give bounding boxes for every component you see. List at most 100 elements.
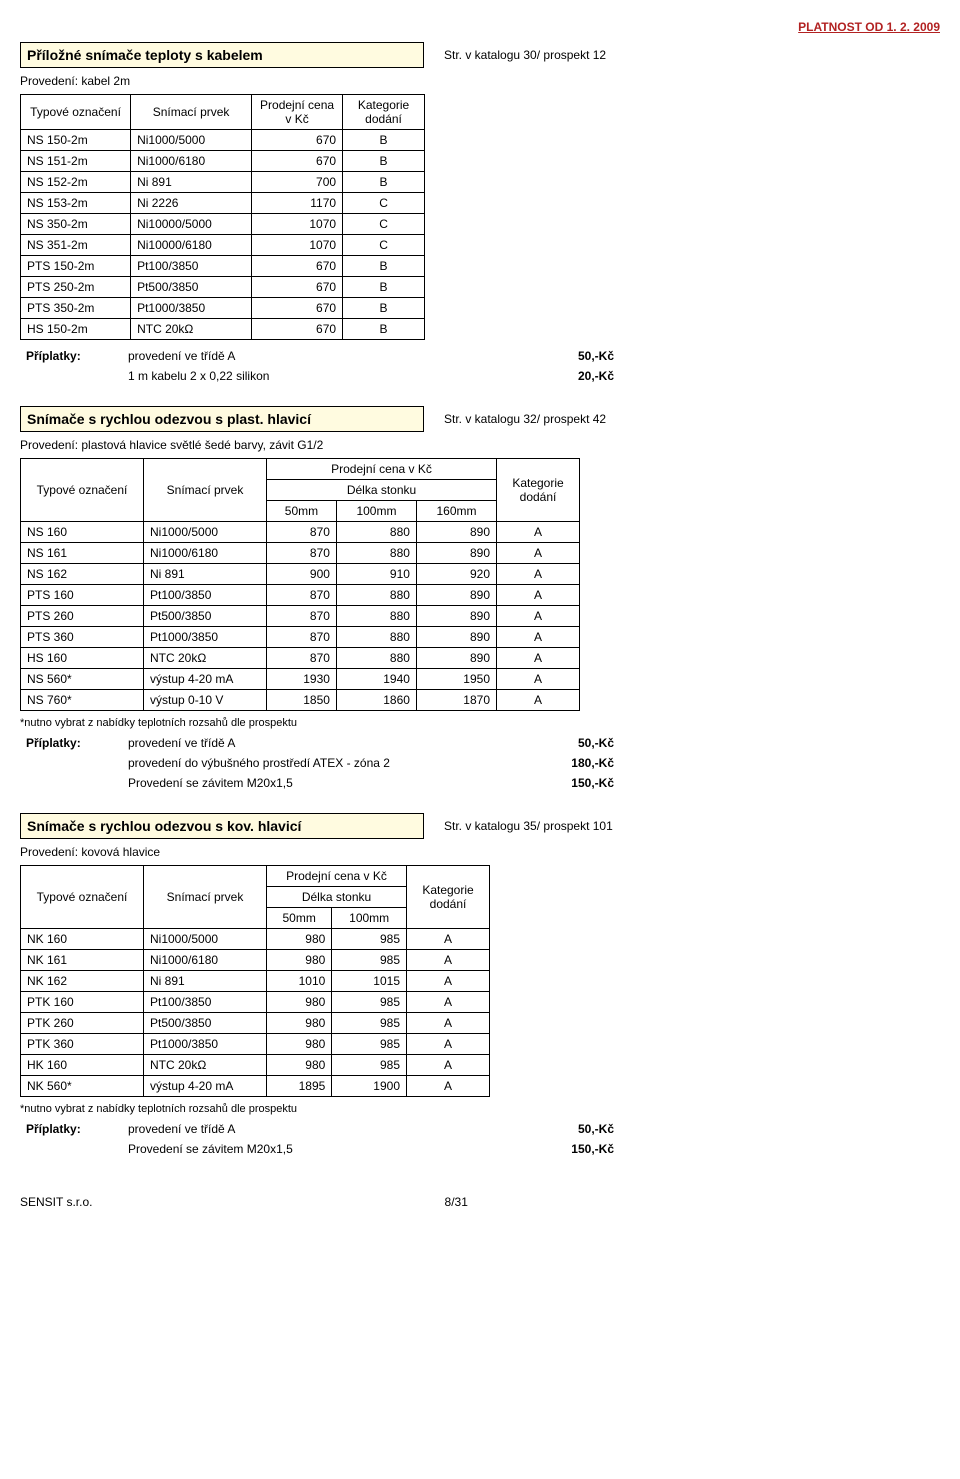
cell: NS 351-2m — [21, 235, 131, 256]
cell: Pt1000/3850 — [144, 627, 267, 648]
cell: Ni1000/5000 — [131, 130, 252, 151]
table-row: HK 160 NTC 20kΩ 980 985 A — [21, 1055, 490, 1076]
surcharge-text: provedení ve třídě A — [122, 733, 484, 753]
surcharge-price: 150,-Kč — [484, 1139, 620, 1159]
table-row: NS 161 Ni1000/6180 870 880 890 A — [21, 543, 580, 564]
cell: 880 — [336, 606, 416, 627]
cell: PTS 150-2m — [21, 256, 131, 277]
cell: A — [497, 522, 580, 543]
cell: NS 162 — [21, 564, 144, 585]
cell: NS 151-2m — [21, 151, 131, 172]
cell: NTC 20kΩ — [131, 319, 252, 340]
cell: 1070 — [252, 214, 343, 235]
cell: PTK 160 — [21, 992, 144, 1013]
section3-catalog-ref: Str. v katalogu 35/ prospekt 101 — [444, 819, 613, 833]
section1-subtitle: Provedení: kabel 2m — [20, 74, 620, 88]
section2-catalog-ref: Str. v katalogu 32/ prospekt 42 — [444, 412, 606, 426]
section3-title: Snímače s rychlou odezvou s kov. hlavicí — [20, 813, 424, 839]
cell: 670 — [252, 298, 343, 319]
cell: Ni10000/5000 — [131, 214, 252, 235]
cell: A — [497, 543, 580, 564]
cell: 890 — [416, 585, 496, 606]
cell: výstup 0-10 V — [144, 690, 267, 711]
cell: Ni10000/6180 — [131, 235, 252, 256]
cell: Ni1000/6180 — [144, 950, 267, 971]
s3-c100: 100mm — [332, 908, 407, 929]
table-row: NK 560* výstup 4-20 mA 1895 1900 A — [21, 1076, 490, 1097]
table-row: HS 150-2m NTC 20kΩ 670 B — [21, 319, 425, 340]
cell: A — [407, 1034, 490, 1055]
cell: 900 — [267, 564, 337, 585]
surcharge-price: 180,-Kč — [484, 753, 620, 773]
cell: Ni1000/6180 — [131, 151, 252, 172]
cell: 670 — [252, 130, 343, 151]
cell: NS 150-2m — [21, 130, 131, 151]
surcharge-row: provedení do výbušného prostředí ATEX - … — [20, 753, 620, 773]
cell: 985 — [332, 929, 407, 950]
cell: 910 — [336, 564, 416, 585]
table-row: PTK 160 Pt100/3850 980 985 A — [21, 992, 490, 1013]
cell: 1015 — [332, 971, 407, 992]
cell: Ni1000/5000 — [144, 929, 267, 950]
cell: B — [343, 319, 425, 340]
cell: NS 161 — [21, 543, 144, 564]
cell: 670 — [252, 151, 343, 172]
footer-company: SENSIT s.r.o. — [20, 1195, 92, 1209]
cell: 980 — [267, 1013, 332, 1034]
surcharge-row: Příplatky: provedení ve třídě A 50,-Kč — [20, 346, 620, 366]
cell: 1940 — [336, 669, 416, 690]
cell: A — [407, 929, 490, 950]
cell: 1930 — [267, 669, 337, 690]
cell: 1870 — [416, 690, 496, 711]
cell: PTK 260 — [21, 1013, 144, 1034]
cell: 980 — [267, 950, 332, 971]
table-row: NS 350-2m Ni10000/5000 1070 C — [21, 214, 425, 235]
s2-col2-hdr: Snímací prvek — [144, 459, 267, 522]
table-row: PTS 360 Pt1000/3850 870 880 890 A — [21, 627, 580, 648]
s3-col2-hdr: Snímací prvek — [144, 866, 267, 929]
cell: B — [343, 256, 425, 277]
cell: 1010 — [267, 971, 332, 992]
surcharge-label: Příplatky: — [20, 346, 122, 366]
cell: 870 — [267, 543, 337, 564]
cell: B — [343, 130, 425, 151]
s2-kat-hdr: Kategorie dodání — [497, 459, 580, 522]
table-row: NS 162 Ni 891 900 910 920 A — [21, 564, 580, 585]
cell: NK 560* — [21, 1076, 144, 1097]
section3-subtitle: Provedení: kovová hlavice — [20, 845, 620, 859]
surcharge-label: Příplatky: — [20, 733, 122, 753]
cell: PTS 260 — [21, 606, 144, 627]
cell: 880 — [336, 585, 416, 606]
surcharge-label — [20, 1139, 122, 1159]
s3-len-hdr: Délka stonku — [267, 887, 407, 908]
cell: HS 160 — [21, 648, 144, 669]
cell: Ni1000/6180 — [144, 543, 267, 564]
page-number: 8/31 — [92, 1195, 820, 1209]
cell: 1950 — [416, 669, 496, 690]
section2-title: Snímače s rychlou odezvou s plast. hlavi… — [20, 406, 424, 432]
cell: 880 — [336, 648, 416, 669]
cell: Ni 891 — [144, 971, 267, 992]
surcharge-text: provedení ve třídě A — [122, 346, 484, 366]
cell: PTS 160 — [21, 585, 144, 606]
section1-surcharges: Příplatky: provedení ve třídě A 50,-Kč 1… — [20, 346, 620, 386]
cell: Ni1000/5000 — [144, 522, 267, 543]
table-row: NS 153-2m Ni 2226 1170 C — [21, 193, 425, 214]
cell: NTC 20kΩ — [144, 648, 267, 669]
cell: 880 — [336, 627, 416, 648]
cell: Ni 891 — [144, 564, 267, 585]
cell: B — [343, 298, 425, 319]
cell: NS 152-2m — [21, 172, 131, 193]
surcharge-row: Provedení se závitem M20x1,5 150,-Kč — [20, 773, 620, 793]
cell: NTC 20kΩ — [144, 1055, 267, 1076]
surcharge-row: Příplatky: provedení ve třídě A 50,-Kč — [20, 1119, 620, 1139]
cell: Ni 2226 — [131, 193, 252, 214]
cell: Pt500/3850 — [131, 277, 252, 298]
s2-col1-hdr: Typové označení — [21, 459, 144, 522]
cell: A — [497, 585, 580, 606]
surcharge-label — [20, 773, 122, 793]
surcharge-text: provedení do výbušného prostředí ATEX - … — [122, 753, 484, 773]
section3-note: *nutno vybrat z nabídky teplotních rozsa… — [20, 1103, 620, 1115]
table-row: NS 560* výstup 4-20 mA 1930 1940 1950 A — [21, 669, 580, 690]
cell: Pt1000/3850 — [144, 1034, 267, 1055]
